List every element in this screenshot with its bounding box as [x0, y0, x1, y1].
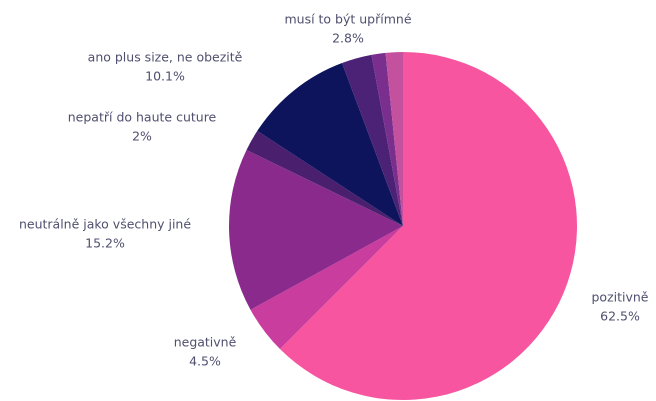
- slice-value-label: 10.1%: [145, 69, 185, 84]
- slice-label: ano plus size, ne obezitě: [88, 50, 243, 65]
- pie-slice: [342, 54, 403, 226]
- slice-label: neutrálně jako všechny jiné: [19, 217, 191, 232]
- slice-label: nepatří do haute cuture: [68, 110, 217, 125]
- pie-slice: [229, 149, 403, 310]
- slice-value-label: 4.5%: [189, 354, 221, 369]
- pie-slice: [371, 52, 403, 226]
- slice-value-label: 15.2%: [85, 236, 125, 251]
- pie-slice: [279, 52, 577, 400]
- slice-value-label: 2%: [132, 129, 152, 144]
- pie-slice: [257, 63, 403, 227]
- slice-label: negativně: [174, 335, 237, 350]
- slice-value-label: 2.8%: [332, 31, 364, 46]
- pie-slice: [250, 226, 403, 350]
- slice-value-label: 62.5%: [600, 309, 640, 324]
- slice-label: pozitivně: [591, 290, 648, 305]
- pie-slice: [385, 52, 403, 226]
- slice-label: musí to být upřímné: [284, 12, 411, 27]
- pie-slice: [246, 130, 403, 226]
